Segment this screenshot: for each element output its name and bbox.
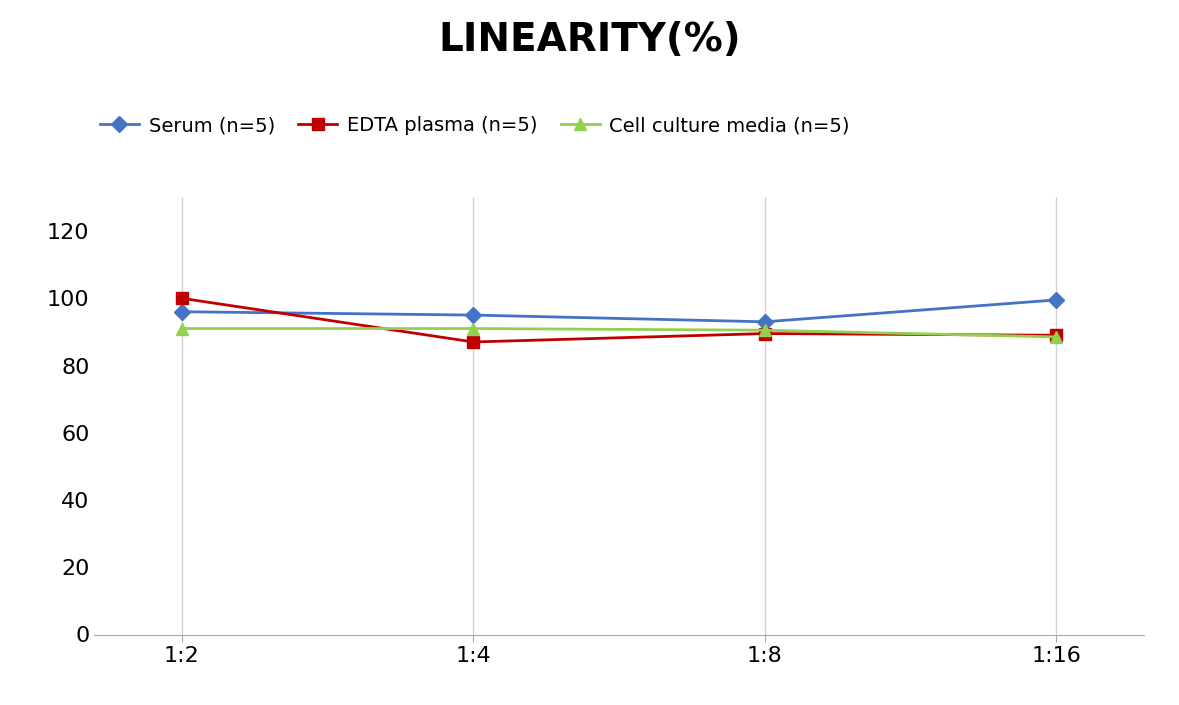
Line: Serum (n=5): Serum (n=5) [176, 295, 1062, 327]
Serum (n=5) [1049, 295, 1063, 304]
Serum (n=5) [466, 311, 480, 319]
Cell culture media (n=5) [758, 326, 772, 334]
Cell culture media (n=5) [174, 324, 189, 333]
EDTA plasma (n=5) [466, 338, 480, 346]
EDTA plasma (n=5) [758, 329, 772, 338]
Cell culture media (n=5) [466, 324, 480, 333]
Line: EDTA plasma (n=5): EDTA plasma (n=5) [176, 293, 1062, 348]
Serum (n=5) [174, 307, 189, 316]
Text: LINEARITY(%): LINEARITY(%) [439, 21, 740, 59]
Cell culture media (n=5) [1049, 333, 1063, 341]
Serum (n=5) [758, 317, 772, 326]
EDTA plasma (n=5) [1049, 331, 1063, 340]
Legend: Serum (n=5), EDTA plasma (n=5), Cell culture media (n=5): Serum (n=5), EDTA plasma (n=5), Cell cul… [92, 109, 857, 143]
EDTA plasma (n=5) [174, 294, 189, 302]
Line: Cell culture media (n=5): Cell culture media (n=5) [176, 323, 1062, 343]
